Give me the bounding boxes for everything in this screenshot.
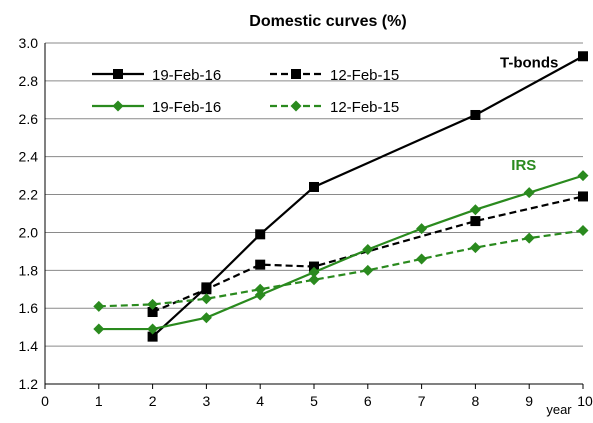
x-tick-label: 0 [41,393,49,409]
data-point [309,181,319,192]
x-tick-label: 3 [203,393,211,409]
data-point [255,229,266,240]
data-point [254,289,266,301]
legend-item: 12-Feb-15 [270,99,399,116]
legend-label: 19-Feb-16 [152,67,221,84]
x-tick-label: 2 [149,393,157,409]
data-point [469,242,481,254]
y-tick-label: 3.0 [19,35,39,51]
y-tick-label: 2.6 [19,111,39,127]
legend-label: 12-Feb-15 [330,67,399,84]
data-point [308,274,320,286]
data-point [254,283,266,295]
data-point [93,323,105,335]
data-point [523,187,535,199]
y-tick-label: 1.8 [19,262,39,278]
data-point [147,323,159,335]
data-point [470,216,481,227]
series-line [151,55,584,338]
x-tick-label: 7 [418,393,426,409]
data-point [201,284,212,295]
y-tick-labels: 1.2 1.4 1.6 1.8 2.0 2.2 2.4 2.6 2.8 3.0 [19,35,39,392]
series-irs-solid [93,170,589,335]
data-point [200,293,212,305]
series-lines [93,51,589,342]
data-point [578,51,588,62]
data-point [290,100,302,112]
data-point [255,259,266,270]
y-tick-label: 2.2 [19,187,39,203]
data-point [577,170,589,182]
legend-item: 12-Feb-15 [270,67,399,84]
data-point [362,243,374,255]
legend-label: 12-Feb-15 [330,99,399,116]
annotation-label: T-bonds [500,55,558,72]
x-axis-label: year [546,402,572,417]
data-point [577,225,589,237]
legend: 19-Feb-16 12-Feb-15 19-Feb-16 12-Feb-15 [92,67,399,116]
y-tick-label: 1.2 [19,376,39,392]
legend-label: 19-Feb-16 [152,99,221,116]
series-line [152,195,584,314]
x-tick-label: 6 [364,393,372,409]
annotation-label: IRS [511,157,536,174]
annotations: T-bonds IRS [500,55,558,174]
data-point [470,109,481,120]
y-tick-label: 1.6 [19,300,39,316]
data-point [416,253,428,265]
legend-item: 19-Feb-16 [92,99,221,116]
x-tick-label: 4 [256,393,264,409]
x-tick-label: 10 [577,393,593,409]
series-t-bonds-dashed [147,191,588,318]
data-point [112,100,124,112]
x-tick-label: 1 [95,393,103,409]
x-tick-label: 9 [525,393,533,409]
data-point [578,191,588,202]
y-tick-label: 1.4 [19,338,39,354]
data-point [469,204,481,216]
data-point [291,69,301,79]
data-point [147,298,159,310]
data-point [308,266,320,278]
x-tick-labels: 0 1 2 3 4 5 6 7 8 9 10 [41,393,593,409]
data-point [200,312,212,324]
data-point [147,331,158,342]
data-point [113,69,123,79]
data-point [416,223,428,235]
y-tick-label: 2.8 [19,73,39,89]
legend-item: 19-Feb-16 [92,67,221,84]
axes [44,43,584,389]
data-point [523,232,535,244]
series-line [98,174,584,331]
data-point [362,264,374,276]
y-tick-label: 2.0 [19,224,39,240]
x-tick-label: 5 [310,393,318,409]
y-tick-label: 2.4 [19,149,39,165]
data-point [147,307,158,318]
x-tick-label: 8 [472,393,480,409]
chart-title: Domestic curves (%) [249,13,406,30]
data-point [93,300,105,312]
series-line [98,229,584,308]
data-point [309,261,319,272]
gridlines [45,42,583,347]
series-irs-dashed [93,225,589,312]
